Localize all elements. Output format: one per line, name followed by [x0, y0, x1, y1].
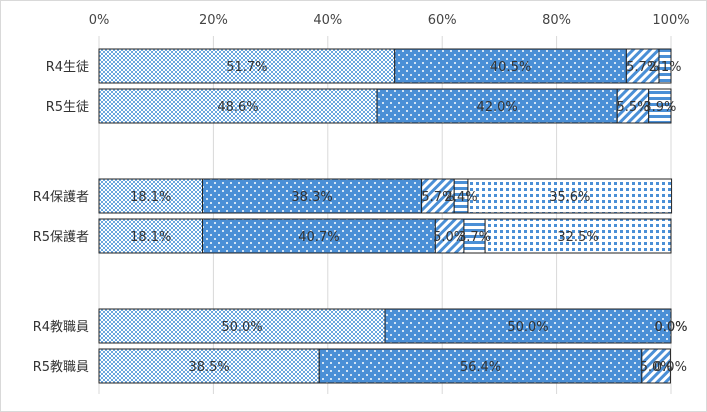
category-label: R5生徒	[46, 100, 89, 115]
bar-segment	[376, 88, 618, 124]
bar-segment	[98, 88, 378, 124]
data-label: 5.7%	[626, 60, 659, 75]
data-label: 50.0%	[221, 320, 262, 335]
bar-segment	[98, 178, 204, 214]
data-label: 38.3%	[291, 190, 332, 205]
data-label: 3.7%	[458, 230, 491, 245]
category-label: R5保護者	[33, 229, 89, 245]
data-label: 5.7%	[421, 190, 454, 205]
x-tick-label: 20%	[199, 13, 228, 28]
bar-segment	[384, 308, 672, 344]
bar-segment	[98, 48, 396, 84]
bar-segment	[648, 88, 672, 124]
x-axis-ticks: 0% 20% 40% 60% 80% 100%	[89, 13, 690, 28]
x-tick-label: 100%	[652, 13, 689, 28]
category-label: R4教職員	[33, 319, 89, 335]
data-label: 2.4%	[445, 190, 478, 205]
data-label: 48.6%	[217, 100, 258, 115]
bar-segment	[98, 218, 204, 254]
category-labels: R4生徒 R5生徒 R4保護者 R5保護者 R4教職員 R5教職員	[33, 60, 89, 375]
bar-segment	[98, 348, 320, 384]
bar-segment	[98, 308, 386, 344]
category-label: R4保護者	[33, 189, 89, 205]
bar-segment	[641, 348, 671, 384]
data-label: 0.0%	[654, 320, 687, 335]
data-label: 18.1%	[130, 230, 171, 245]
bar-segment	[318, 348, 643, 384]
data-label: 5.0%	[640, 360, 673, 375]
bar-segment	[658, 48, 672, 84]
x-tick-label: 0%	[89, 13, 110, 28]
data-label: 3.9%	[643, 100, 676, 115]
data-label: 2.1%	[648, 60, 681, 75]
bar-segment	[434, 218, 465, 254]
data-label: 42.0%	[476, 100, 517, 115]
bar-segment	[484, 218, 672, 254]
data-label: 0.0%	[654, 360, 687, 375]
x-tick-label: 60%	[428, 13, 457, 28]
data-label: 5.5%	[616, 100, 649, 115]
bar-segment	[467, 178, 673, 214]
bar-segment	[421, 178, 455, 214]
value-labels: 51.7% 40.5% 5.7%2.1%48.6% 42.0% 5.5%3.9%18.1…	[130, 60, 687, 375]
data-label: 35.6%	[549, 190, 590, 205]
x-tick-label: 40%	[313, 13, 342, 28]
bar-segment	[202, 218, 436, 254]
data-label: 38.5%	[188, 360, 229, 375]
bar-segment	[616, 88, 650, 124]
data-label: 40.5%	[490, 60, 531, 75]
x-tick-label: 80%	[542, 13, 571, 28]
data-label: 5.0%	[433, 230, 466, 245]
data-label: 56.4%	[460, 360, 501, 375]
data-label: 0.0%	[654, 320, 687, 335]
data-label: 50.0%	[507, 320, 548, 335]
data-label: 51.7%	[226, 60, 267, 75]
category-label: R4生徒	[46, 60, 89, 75]
data-label: 32.5%	[557, 230, 598, 245]
data-label: 18.1%	[130, 190, 171, 205]
data-label: 40.7%	[298, 230, 339, 245]
bars	[98, 48, 673, 384]
category-label: R5教職員	[33, 359, 89, 375]
